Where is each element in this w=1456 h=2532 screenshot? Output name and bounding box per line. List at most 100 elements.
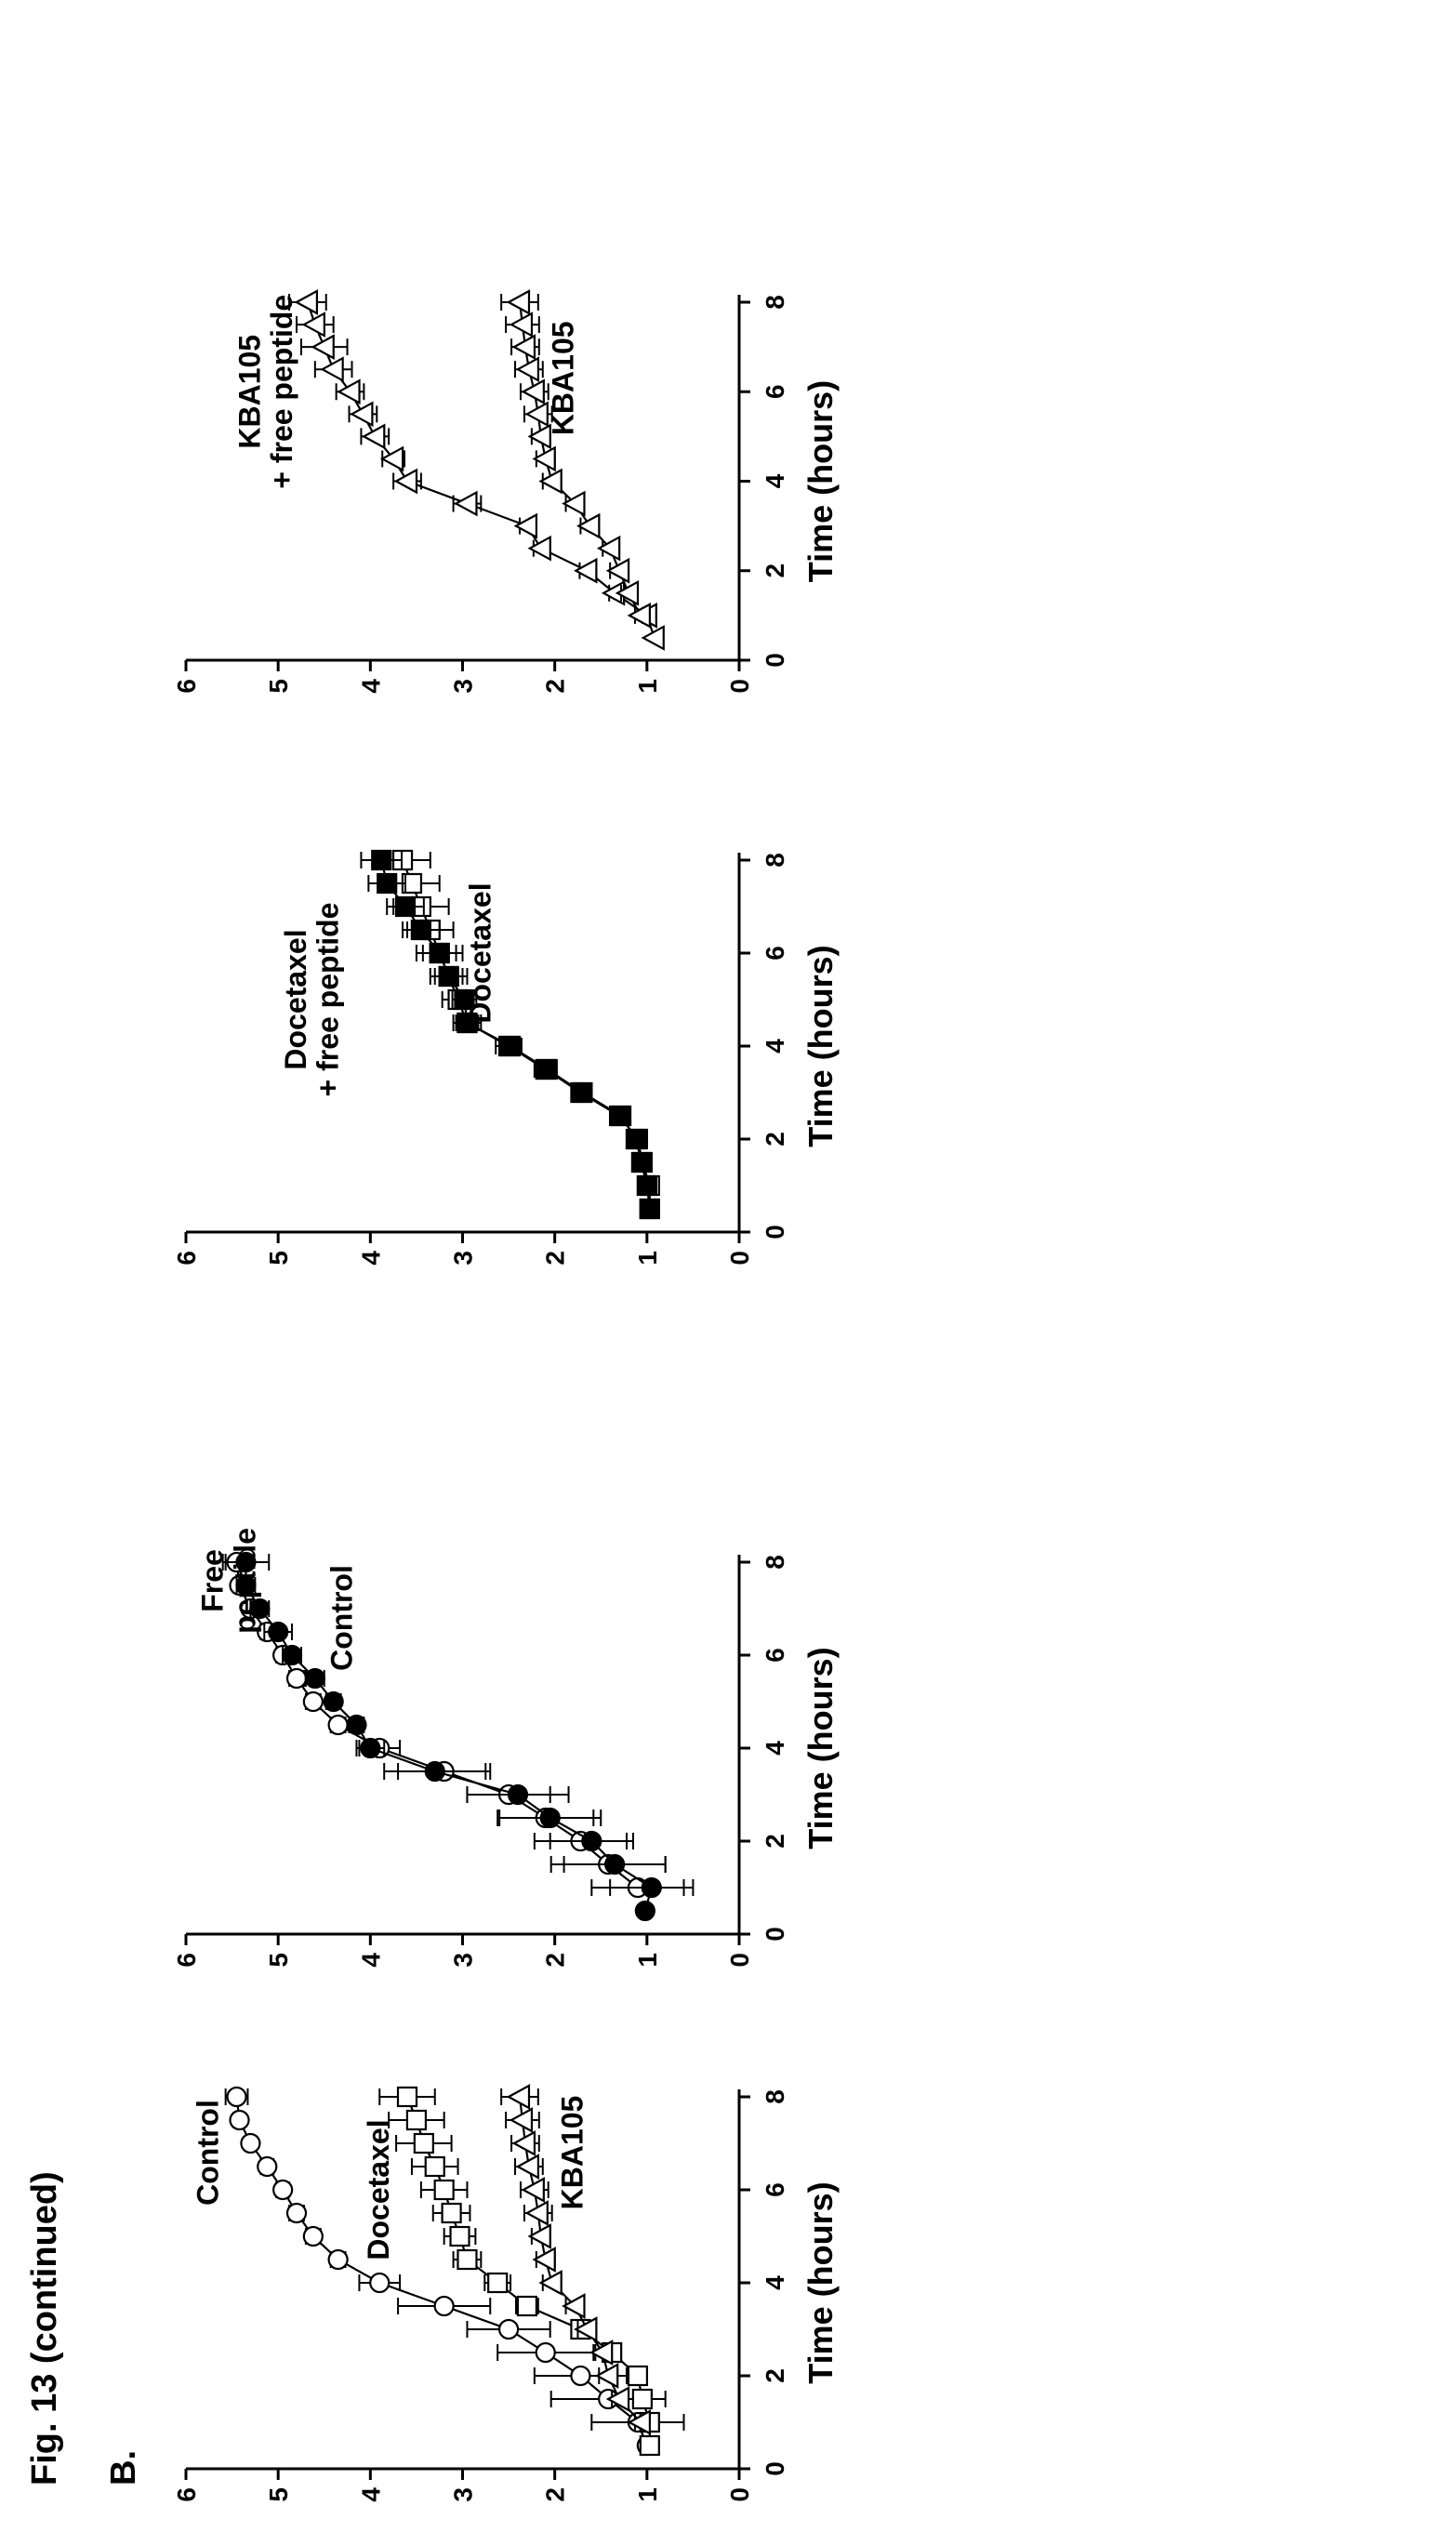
data-point (429, 942, 450, 964)
data-point (605, 557, 630, 584)
series-line (306, 301, 655, 639)
data-point (371, 849, 392, 871)
data-point (257, 2155, 278, 2178)
data-point (506, 2084, 531, 2110)
x-tick-label: 2 (761, 563, 789, 578)
data-point (304, 1667, 325, 1690)
data-point (240, 2132, 261, 2154)
chart-panel-2: 0 2 4 6 8 0 1 2 3 4 5 6 Time (hours) Control Freepepti… (172, 1528, 840, 1967)
x-tick-label: 0 (761, 2461, 789, 2476)
data-point (581, 1830, 602, 1852)
data-point (249, 1597, 271, 1620)
data-point (285, 2202, 308, 2224)
data-point (527, 423, 551, 450)
y-tick-label: 1 (633, 1251, 662, 1266)
data-point (438, 965, 459, 988)
data-point (538, 2270, 563, 2296)
data-point (360, 1737, 381, 1759)
data-point (294, 289, 318, 315)
data-point (627, 2365, 649, 2387)
data-point (625, 1128, 647, 1150)
data-point (433, 2179, 455, 2201)
data-point (535, 2341, 556, 2364)
annotation-label: KBA105 (547, 321, 580, 435)
data-point (511, 2130, 536, 2156)
data-point (337, 378, 361, 405)
x-axis-label: Time (hours) (801, 1647, 840, 1849)
annotation-label: Docetaxel (463, 882, 496, 1023)
data-point (396, 2086, 418, 2108)
data-point (405, 2109, 428, 2131)
data-point (521, 378, 545, 405)
x-tick-label: 2 (761, 1132, 789, 1147)
data-point (538, 468, 563, 495)
data-point (589, 2340, 614, 2366)
y-tick-label: 4 (356, 1953, 385, 1968)
series-1 (288, 289, 665, 651)
y-tick-label: 4 (356, 2487, 385, 2502)
data-point (562, 2293, 586, 2319)
y-tick-label: 0 (725, 679, 754, 694)
x-tick-label: 4 (761, 1039, 789, 1054)
y-tick-label: 1 (633, 2487, 662, 2502)
y-tick-label: 1 (633, 1953, 662, 1968)
annotation-label: Control (325, 1565, 359, 1671)
data-point (413, 2132, 434, 2154)
data-point (515, 356, 540, 383)
data-point (509, 312, 534, 338)
data-point (631, 2388, 653, 2410)
x-tick-label: 4 (761, 1741, 789, 1756)
data-point (506, 289, 531, 315)
panel-label: B. (104, 2450, 143, 2486)
data-point (627, 603, 651, 629)
series-line (235, 2096, 648, 2446)
data-point (454, 988, 475, 1011)
series-line (405, 2096, 651, 2446)
x-tick-label: 0 (761, 653, 789, 668)
data-point (379, 445, 404, 472)
data-point (350, 401, 374, 428)
y-tick-label: 2 (541, 1251, 570, 1266)
annotation-label: KBA105 (555, 2096, 589, 2210)
data-point (346, 1714, 367, 1736)
data-point (562, 490, 586, 517)
data-point (410, 919, 431, 941)
rotated-figure: Fig. 13 (continued) B. 0 2 4 6 8 0 1 2 3 4 5 6 Time … (25, 289, 840, 2502)
data-point (424, 2155, 445, 2178)
data-point (532, 445, 556, 472)
data-point (361, 423, 386, 450)
x-tick-label: 4 (761, 2275, 789, 2290)
data-point (639, 1198, 660, 1220)
data-point (574, 557, 598, 584)
x-tick-label: 2 (761, 2368, 789, 2383)
data-point (524, 401, 549, 428)
data-point (627, 2409, 651, 2435)
annotation-label: Free (196, 1549, 230, 1612)
data-point (636, 1174, 657, 1197)
y-tick-label: 5 (264, 1251, 293, 1266)
y-tick-label: 0 (725, 1953, 754, 1968)
x-tick-label: 4 (761, 473, 789, 488)
series-line (380, 859, 651, 1210)
data-point (605, 2386, 630, 2412)
data-point (311, 334, 335, 360)
data-point (226, 2086, 247, 2108)
x-tick-label: 6 (761, 1648, 789, 1663)
data-point (574, 2316, 598, 2342)
y-tick-label: 2 (541, 2487, 570, 2502)
data-point (513, 512, 538, 539)
y-tick-label: 4 (356, 1251, 385, 1266)
data-point (327, 2248, 349, 2271)
data-point (323, 1690, 344, 1713)
data-point (302, 1690, 324, 1713)
data-point (281, 1644, 303, 1666)
y-tick-label: 2 (541, 1953, 570, 1968)
figure-title: Fig. 13 (continued) (25, 2171, 64, 2486)
annotation-label: + free peptide (265, 295, 298, 489)
y-tick-label: 0 (725, 1251, 754, 1266)
data-point (302, 2225, 324, 2247)
series-2 (360, 849, 660, 1220)
x-tick-label: 2 (761, 1834, 789, 1849)
